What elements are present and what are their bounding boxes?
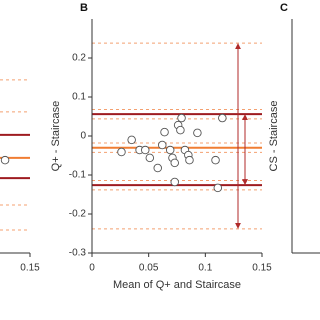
y-axis-label: Q+ - Staircase: [50, 101, 62, 172]
data-point: [158, 140, 167, 150]
data-point: [170, 158, 179, 168]
y-tick-label: -0.3: [69, 248, 87, 259]
y-tick-label: 0: [80, 131, 86, 142]
data-point: [0, 155, 10, 165]
x-tick-label: 0.1: [198, 263, 212, 274]
data-point: [170, 177, 179, 187]
x-tick-label: 0.15: [252, 263, 272, 274]
data-point: [213, 183, 223, 193]
y-tick-label: -0.2: [69, 209, 87, 220]
data-point: [117, 147, 126, 157]
x-axis-label: Mean of Q+ and Staircase: [113, 279, 241, 291]
data-point: [160, 127, 169, 137]
data-point: [141, 145, 150, 155]
data-point: [177, 113, 186, 123]
data-point: [185, 155, 194, 165]
x-tick-label: 0: [89, 263, 95, 274]
data-point: [218, 113, 227, 123]
panel-label: C: [280, 2, 288, 14]
data-point: [176, 125, 185, 135]
data-point: [127, 135, 136, 145]
panel-label: B: [80, 2, 88, 14]
data-point: [193, 128, 202, 138]
data-point: [153, 163, 162, 173]
data-point: [211, 155, 220, 165]
data-point: [165, 145, 175, 155]
y-axis-label: CS - Staircase: [268, 101, 280, 172]
y-tick-label: -0.1: [69, 170, 87, 181]
y-tick-label: 0.1: [72, 92, 86, 103]
data-point: [145, 153, 155, 163]
x-tick-label: 0.05: [139, 263, 159, 274]
x-tick-label: 0.15: [20, 263, 40, 274]
y-tick-label: 0.2: [72, 53, 86, 64]
